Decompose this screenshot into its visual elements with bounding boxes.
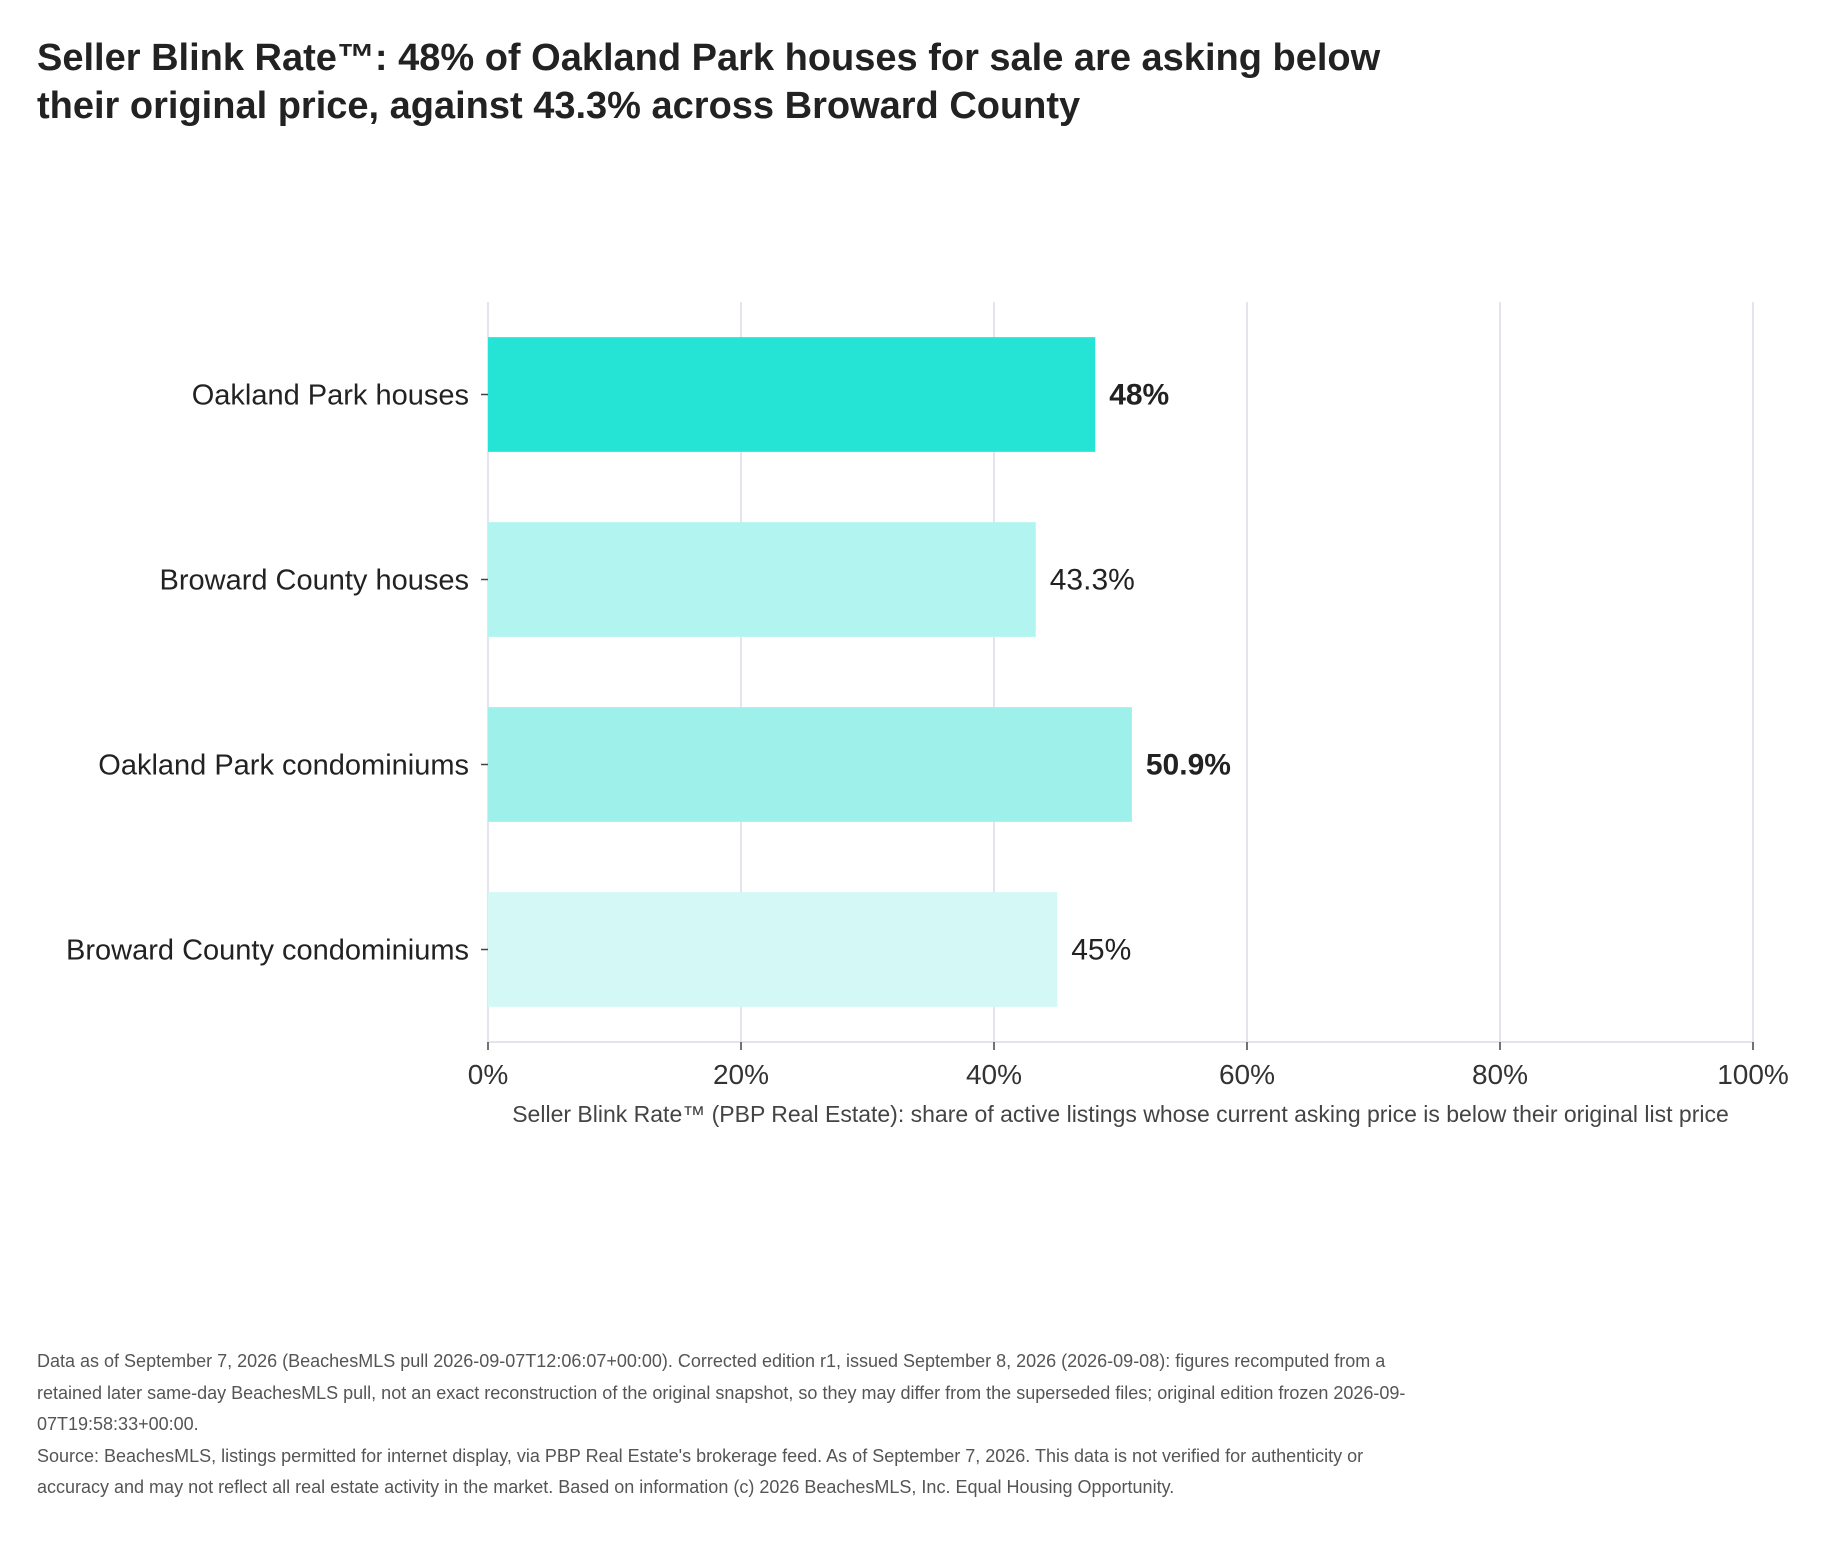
data-note: Data as of September 7, 2026 (BeachesMLS… xyxy=(37,1351,1406,1434)
axes xyxy=(481,393,1754,1050)
bar xyxy=(488,522,1036,637)
y-axis-tick-labels: Oakland Park houses Broward County houses… xyxy=(66,380,469,967)
source-note: Source: BeachesMLS, listings permitted f… xyxy=(37,1445,1364,1498)
y-tick-label: Oakland Park houses xyxy=(192,380,469,412)
x-tick-label: 40% xyxy=(966,1059,1022,1090)
x-tick-label: 60% xyxy=(1219,1059,1275,1090)
bar xyxy=(488,707,1132,822)
x-axis-tick-labels: 0% 20% 40% 60% 80% 100% xyxy=(468,1059,1789,1090)
y-tick-label: Broward County condominiums xyxy=(66,935,469,967)
data-labels: 48% 43.3% 50.9% 45% xyxy=(1050,379,1231,967)
y-tick-label: Oakland Park condominiums xyxy=(98,750,469,782)
bar xyxy=(488,337,1096,452)
bars xyxy=(488,337,1132,1007)
data-label: 45% xyxy=(1071,934,1131,967)
x-tick-label: 100% xyxy=(1717,1059,1789,1090)
data-label: 43.3% xyxy=(1050,564,1135,597)
chart-title: Seller Blink Rate™: 48% of Oakland Park … xyxy=(37,37,1381,127)
y-tick-label: Broward County houses xyxy=(160,565,470,597)
x-tick-label: 0% xyxy=(468,1059,508,1090)
data-label: 48% xyxy=(1109,379,1169,412)
x-axis-label: Seller Blink Rate™ (PBP Real Estate): sh… xyxy=(512,1101,1729,1127)
x-tick-label: 20% xyxy=(713,1059,769,1090)
x-tick-label: 80% xyxy=(1472,1059,1528,1090)
data-label: 50.9% xyxy=(1146,749,1231,782)
bar xyxy=(488,892,1058,1007)
footnote: Data as of September 7, 2026 (BeachesMLS… xyxy=(37,1346,1407,1504)
